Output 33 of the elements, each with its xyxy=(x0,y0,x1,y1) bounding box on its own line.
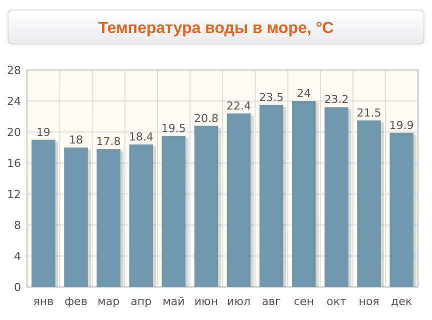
x-tick-label: май xyxy=(162,295,185,308)
x-tick-label: сен xyxy=(294,295,314,308)
x-tick-label: ноя xyxy=(358,295,380,308)
x-tick-label: авг xyxy=(262,295,282,308)
x-tick-label: июл xyxy=(227,295,251,308)
y-tick-label: 28 xyxy=(7,64,21,77)
x-tick-label: мар xyxy=(98,295,120,308)
data-label: 20.8 xyxy=(194,112,218,125)
y-tick-label: 24 xyxy=(7,95,21,108)
data-label: 19.9 xyxy=(389,118,414,132)
data-label: 23.2 xyxy=(324,93,349,106)
y-tick-label: 8 xyxy=(14,219,21,232)
x-tick-label: апр xyxy=(130,295,152,308)
y-tick-label: 16 xyxy=(7,157,21,170)
data-label: 19.5 xyxy=(161,122,186,135)
y-tick-label: 12 xyxy=(7,188,21,201)
data-label: 21.5 xyxy=(356,106,382,120)
data-label: 17.8 xyxy=(96,135,121,148)
data-label: 19 xyxy=(36,126,50,139)
data-label: 18 xyxy=(68,134,83,146)
x-tick-label: окт xyxy=(326,295,347,308)
chart-title: Температура воды в море, °C xyxy=(98,20,334,37)
x-tick-label: дек xyxy=(391,295,412,308)
data-label: 23.5 xyxy=(259,90,284,104)
y-tick-label: 20 xyxy=(7,126,21,139)
data-label: 24 xyxy=(296,87,311,100)
data-label: 18.4 xyxy=(128,130,154,144)
x-tick-label: янв xyxy=(33,295,54,308)
y-tick-label: 0 xyxy=(14,281,21,294)
data-label: 22.4 xyxy=(226,99,252,112)
x-tick-label: фев xyxy=(64,295,88,308)
y-tick-label: 4 xyxy=(14,250,21,263)
x-tick-label: июн xyxy=(194,295,218,308)
